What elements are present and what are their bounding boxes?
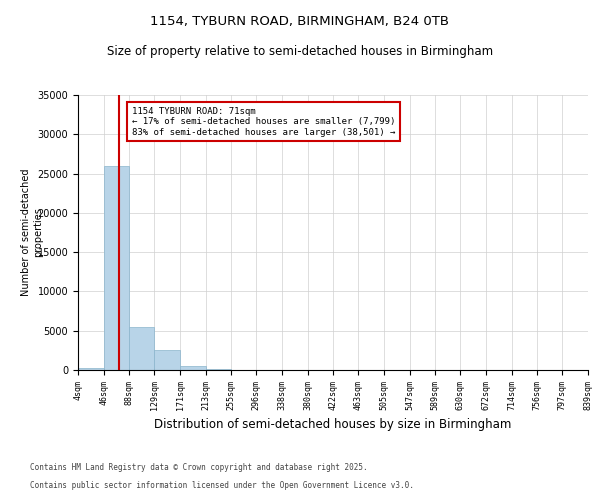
Text: 1154, TYBURN ROAD, BIRMINGHAM, B24 0TB: 1154, TYBURN ROAD, BIRMINGHAM, B24 0TB bbox=[151, 15, 449, 28]
X-axis label: Distribution of semi-detached houses by size in Birmingham: Distribution of semi-detached houses by … bbox=[154, 418, 512, 431]
Text: 1154 TYBURN ROAD: 71sqm
← 17% of semi-detached houses are smaller (7,799)
83% of: 1154 TYBURN ROAD: 71sqm ← 17% of semi-de… bbox=[132, 107, 395, 136]
Text: Size of property relative to semi-detached houses in Birmingham: Size of property relative to semi-detach… bbox=[107, 45, 493, 58]
Bar bbox=[104, 166, 130, 370]
Bar bbox=[78, 368, 104, 370]
Text: Contains HM Land Registry data © Crown copyright and database right 2025.: Contains HM Land Registry data © Crown c… bbox=[30, 464, 368, 472]
Text: Contains public sector information licensed under the Open Government Licence v3: Contains public sector information licen… bbox=[30, 481, 414, 490]
Bar bbox=[130, 327, 154, 370]
Y-axis label: Number of semi-detached
properties: Number of semi-detached properties bbox=[21, 169, 43, 296]
Bar bbox=[180, 366, 206, 370]
Bar bbox=[154, 350, 180, 370]
